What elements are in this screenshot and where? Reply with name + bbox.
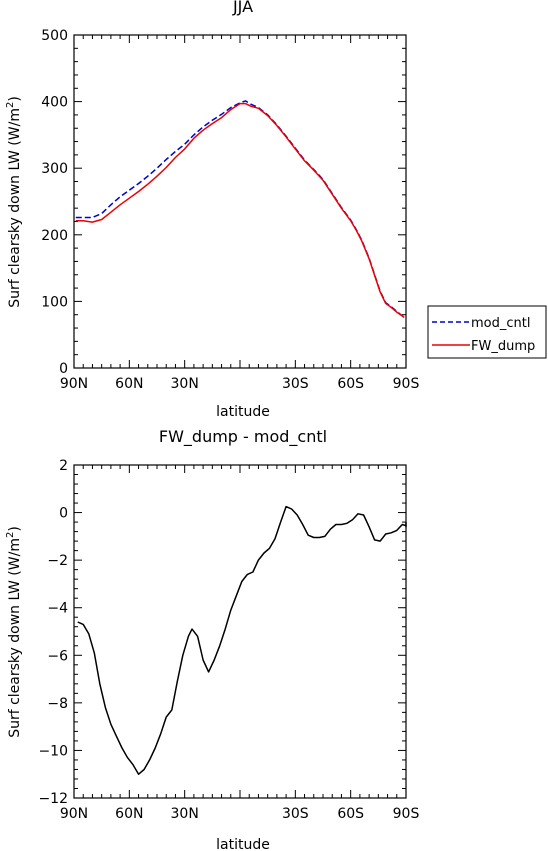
series-group: [75, 100, 405, 319]
x-axis-label: latitude: [216, 837, 270, 851]
chart-title: FW_dump - mod_cntl: [159, 427, 327, 447]
chart-top: JJA 90N 60N 30N 30S 60S 90S 0 100 200 300 400 500 l…: [5, 0, 547, 420]
y-axis-label: Surf clearsky down LW (W/m2): [5, 526, 23, 738]
series-line-mod-cntl: [75, 100, 405, 318]
y-tick-label: 0: [59, 506, 68, 522]
x-tick-label: 60N: [115, 376, 143, 392]
y-tick-label: −4: [47, 601, 68, 617]
y-axis-label-sup: 2: [5, 532, 16, 538]
y-tick-label: −2: [47, 553, 68, 569]
y-axis-label-main: Surf clearsky down LW (W/m: [7, 108, 23, 308]
y-tick-label: 2: [59, 458, 68, 474]
y-axis-label-close: ): [7, 96, 23, 101]
series-line-fw-dump: [75, 102, 405, 319]
x-tick-label: 90S: [393, 376, 420, 392]
y-tick-label: 500: [41, 28, 68, 44]
chart-title: JJA: [232, 0, 253, 16]
y-tick-label: −12: [38, 791, 68, 807]
y-tick-label: 100: [41, 294, 68, 310]
legend-label-fw-dump: FW_dump: [471, 339, 535, 354]
y-axis-label-main: Surf clearsky down LW (W/m: [7, 538, 23, 738]
x-tick-label: 90S: [393, 806, 420, 822]
y-tick-label: 400: [41, 95, 68, 111]
x-tick-label: 30N: [171, 806, 199, 822]
x-axis-label: latitude: [216, 404, 270, 420]
legend-label-mod-cntl: mod_cntl: [471, 316, 530, 331]
y-tick-label: 300: [41, 161, 68, 177]
x-tick-label: 90N: [60, 806, 88, 822]
x-tick-label: 60S: [337, 806, 364, 822]
y-axis-label: Surf clearsky down LW (W/m2): [5, 96, 23, 308]
y-axis-label-sup: 2: [5, 102, 16, 108]
x-tick-label: 60S: [337, 376, 364, 392]
series-group: [77, 505, 407, 775]
axis-ticks: 90N 60N 30N 30S 60S 90S −12 −10 −8 −6 −4 −2 0 2: [38, 458, 419, 822]
x-tick-label: 30S: [282, 806, 309, 822]
y-tick-label: 0: [59, 361, 68, 377]
x-tick-label: 60N: [115, 806, 143, 822]
y-tick-label: −8: [47, 696, 68, 712]
chart-bottom: FW_dump - mod_cntl 90N 60N 30N 30S 60S 90S −12…: [5, 427, 419, 851]
y-tick-label: −6: [47, 648, 68, 664]
legend-box: [427, 305, 547, 359]
y-tick-label: 200: [41, 228, 68, 244]
legend: mod_cntl FW_dump: [427, 305, 547, 359]
x-tick-label: 30N: [171, 376, 199, 392]
x-tick-label: 90N: [60, 376, 88, 392]
axis-ticks: 90N 60N 30N 30S 60S 90S 0 100 200 300 400 500: [41, 28, 419, 392]
series-line-difference: [77, 505, 407, 775]
x-tick-label: 30S: [282, 376, 309, 392]
y-tick-label: −10: [38, 743, 68, 759]
y-axis-label-close: ): [7, 526, 23, 531]
